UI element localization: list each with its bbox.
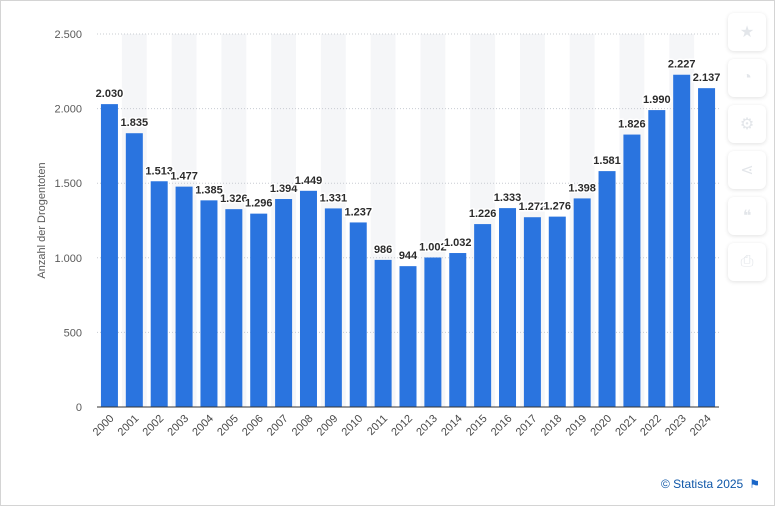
- x-tick-label: 2023: [663, 413, 689, 439]
- bar: [698, 88, 716, 407]
- data-label: 1.385: [195, 184, 223, 196]
- bar: [499, 208, 517, 407]
- data-label: 1.394: [270, 183, 298, 195]
- bar: [299, 190, 317, 407]
- data-label: 1.032: [444, 237, 472, 249]
- data-label: 1.326: [220, 193, 248, 205]
- data-label: 2.137: [693, 72, 721, 84]
- bar: [125, 133, 143, 407]
- data-label: 1.333: [494, 192, 522, 204]
- y-axis-title: Anzahl der Drogentoten: [36, 162, 48, 278]
- data-label: 2.030: [96, 88, 124, 100]
- bar: [424, 257, 442, 407]
- chart-toolbar: ★ ◔ ⚙ ⋖ ❝ ⎙: [728, 13, 766, 281]
- bar: [374, 259, 392, 407]
- data-label: 986: [374, 244, 392, 256]
- x-tick-label: 2000: [91, 413, 117, 439]
- x-tick-label: 2002: [141, 413, 167, 439]
- bar: [200, 200, 218, 407]
- bar: [449, 253, 467, 407]
- x-tick-label: 2009: [315, 413, 341, 439]
- bar: [275, 199, 293, 407]
- data-label: 1.449: [295, 175, 323, 187]
- x-tick-label: 2010: [340, 413, 366, 439]
- bar: [324, 208, 342, 407]
- bar: [623, 134, 641, 408]
- data-label: 2.227: [668, 59, 696, 71]
- bar: [150, 181, 168, 407]
- print-icon[interactable]: ⎙: [728, 243, 766, 281]
- x-tick-label: 2019: [563, 413, 589, 439]
- x-tick-label: 2007: [265, 413, 291, 439]
- data-label: 1.513: [145, 165, 173, 177]
- data-label: 1.276: [544, 201, 572, 213]
- x-tick-label: 2018: [539, 413, 565, 439]
- y-tick-label: 1.500: [54, 178, 82, 190]
- data-label: 1.835: [121, 117, 149, 129]
- x-tick-label: 2005: [215, 413, 241, 439]
- x-tick-label: 2021: [613, 413, 639, 439]
- data-label: 1.581: [593, 155, 621, 167]
- bar: [598, 171, 616, 407]
- bar: [399, 266, 417, 407]
- bar: [673, 74, 691, 407]
- x-tick-label: 2015: [464, 413, 490, 439]
- bar: [175, 186, 193, 407]
- bar: [100, 104, 118, 408]
- star-icon[interactable]: ★: [728, 13, 766, 51]
- data-label: 1.398: [568, 182, 596, 194]
- x-tick-label: 2006: [240, 413, 266, 439]
- y-tick-label: 1.000: [54, 253, 82, 265]
- flag-icon: ⚑: [749, 477, 760, 491]
- bar: [349, 222, 367, 407]
- bar: [548, 216, 566, 407]
- x-tick-label: 2014: [439, 413, 465, 439]
- x-tick-label: 2017: [514, 413, 540, 439]
- x-tick-label: 2013: [414, 413, 440, 439]
- data-label: 1.331: [320, 192, 348, 204]
- data-label: 1.002: [419, 242, 447, 254]
- y-tick-label: 0: [76, 402, 82, 414]
- settings-icon[interactable]: ⚙: [728, 105, 766, 143]
- data-label: 1.226: [469, 208, 497, 220]
- bar: [523, 217, 541, 407]
- bar: [225, 209, 243, 407]
- x-tick-label: 2011: [365, 413, 390, 438]
- data-label: 944: [399, 250, 418, 262]
- x-tick-label: 2016: [489, 413, 515, 439]
- credits-text[interactable]: © Statista 2025: [661, 477, 744, 491]
- bar: [474, 224, 492, 407]
- x-tick-label: 2024: [688, 413, 714, 439]
- bell-icon[interactable]: ◔: [728, 59, 766, 97]
- data-label: 1.990: [643, 94, 671, 106]
- share-icon[interactable]: ⋖: [728, 151, 766, 189]
- statista-credits[interactable]: © Statista 2025 ⚑: [661, 477, 760, 491]
- data-label: 1.237: [344, 206, 372, 218]
- y-tick-label: 2.500: [54, 29, 82, 41]
- bar: [573, 198, 591, 407]
- y-tick-label: 500: [64, 327, 82, 339]
- x-tick-label: 2004: [190, 413, 216, 439]
- x-tick-label: 2003: [165, 413, 191, 439]
- quote-icon[interactable]: ❝: [728, 197, 766, 235]
- data-label: 1.272: [519, 201, 547, 213]
- bar: [648, 110, 666, 407]
- x-tick-label: 2020: [588, 413, 614, 439]
- x-tick-label: 2022: [638, 413, 664, 439]
- data-label: 1.296: [245, 198, 273, 210]
- x-tick-label: 2008: [290, 413, 316, 439]
- data-label: 1.826: [618, 119, 646, 131]
- data-label: 1.477: [170, 171, 198, 183]
- x-tick-label: 2001: [116, 413, 142, 439]
- x-tick-label: 2012: [389, 413, 415, 439]
- y-tick-label: 2.000: [54, 104, 82, 116]
- bar: [250, 213, 268, 407]
